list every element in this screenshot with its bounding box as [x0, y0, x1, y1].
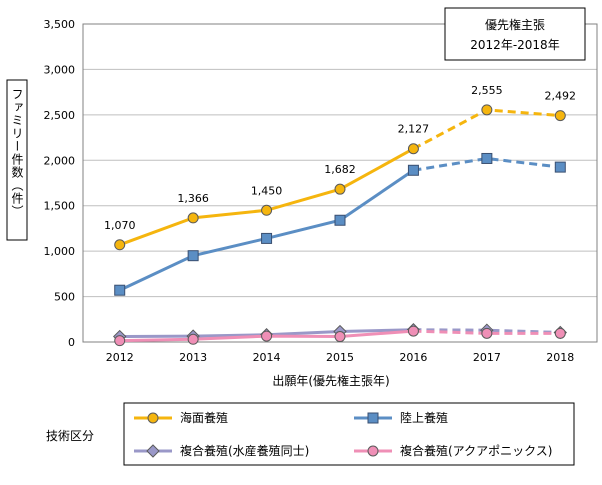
- x-tick-labels: 2012 2013 2014 2015 2016 2017 2018: [106, 351, 575, 364]
- y-tick-label: 2,500: [44, 109, 76, 122]
- x-tick-label: 2014: [253, 351, 281, 364]
- y-axis-title: ファミリー件数（件）: [6, 79, 28, 241]
- y-tick-label: 500: [54, 291, 75, 304]
- data-point: [187, 333, 199, 345]
- legend-label: 海面養殖: [180, 410, 228, 425]
- data-point: [334, 331, 346, 343]
- data-point: [334, 214, 346, 226]
- legend-label: 複合養殖(アクアポニックス): [400, 443, 552, 458]
- legend-title: 技術区分: [46, 429, 94, 443]
- data-point: [334, 183, 346, 195]
- series-line-dashed: [413, 328, 561, 334]
- data-point: [114, 239, 126, 251]
- data-label: 2,492: [545, 90, 577, 103]
- legend-label: 陸上養殖: [400, 410, 448, 425]
- data-point: [114, 335, 126, 347]
- y-tick-label: 3,500: [44, 18, 76, 31]
- x-tick-label: 2018: [546, 351, 574, 364]
- data-point: [261, 204, 273, 216]
- data-point: [554, 161, 566, 173]
- annotation-box: 優先権主張 2012年-2018年: [444, 7, 586, 61]
- x-tick-label: 2015: [326, 351, 354, 364]
- series-0: [114, 104, 566, 251]
- data-point: [261, 330, 273, 342]
- annotation-line-2: 2012年-2018年: [470, 38, 559, 52]
- annotation-line-1: 優先権主張: [485, 17, 545, 32]
- y-tick-label: 1,500: [44, 200, 76, 213]
- data-point: [261, 232, 273, 244]
- data-point: [481, 104, 493, 116]
- data-label: 1,450: [251, 184, 283, 197]
- y-tick-labels: 0 500 1,000 1,500 2,000 2,500 3,000 3,500: [44, 18, 76, 349]
- legend-item-2: 複合養殖(水産養殖同士): [134, 443, 309, 458]
- legend-label: 複合養殖(水産養殖同士): [180, 443, 309, 458]
- data-point: [114, 284, 126, 296]
- legend-frame: [123, 402, 575, 466]
- series-line-dashed: [412, 108, 561, 151]
- series-line-dashed: [413, 329, 561, 335]
- data-point: [554, 327, 566, 339]
- y-tick-label: 3,000: [44, 63, 76, 76]
- data-label: 1,366: [177, 192, 209, 205]
- series-group: [113, 104, 567, 347]
- legend-swatch-marker: [147, 412, 159, 424]
- legend-item-1: 陸上養殖: [354, 410, 448, 425]
- data-label: 2,127: [398, 123, 430, 136]
- y-tick-label: 1,000: [44, 245, 76, 258]
- data-point: [554, 110, 566, 122]
- x-tick-label: 2012: [106, 351, 134, 364]
- x-tick-label: 2013: [179, 351, 207, 364]
- data-label: 1,682: [324, 163, 356, 176]
- y-tick-label: 2,000: [44, 154, 76, 167]
- y-axis-title-text: ファミリー件数（件）: [10, 88, 24, 218]
- legend-swatch-marker: [146, 444, 160, 458]
- data-point: [187, 250, 199, 262]
- x-axis-title: 出願年(優先権主張年): [272, 373, 389, 388]
- data-label: 2,555: [471, 84, 503, 97]
- data-labels: 1,070 1,366 1,450 1,682 2,127 2,555 2,492: [104, 84, 576, 232]
- annotation-frame: [444, 7, 586, 61]
- data-label: 1,070: [104, 219, 136, 232]
- x-tick-label: 2016: [399, 351, 427, 364]
- data-point: [407, 143, 419, 155]
- data-point: [407, 164, 419, 176]
- legend-swatch-marker: [367, 445, 379, 457]
- legend-swatch-marker: [367, 412, 379, 424]
- data-point: [481, 327, 493, 339]
- x-tick-label: 2017: [473, 351, 501, 364]
- series-line-dashed: [413, 156, 561, 172]
- data-point: [187, 212, 199, 224]
- grid-lines: [83, 23, 597, 343]
- legend-item-0: 海面養殖: [134, 410, 228, 425]
- legend-item-3: 複合養殖(アクアポニックス): [354, 443, 552, 458]
- data-point: [481, 152, 493, 164]
- series-3: [114, 325, 566, 347]
- data-point: [407, 325, 419, 337]
- series-1: [114, 152, 566, 296]
- y-tick-label: 0: [68, 336, 75, 349]
- plot-frame: [82, 23, 598, 343]
- y-axis-title-frame: [6, 79, 28, 241]
